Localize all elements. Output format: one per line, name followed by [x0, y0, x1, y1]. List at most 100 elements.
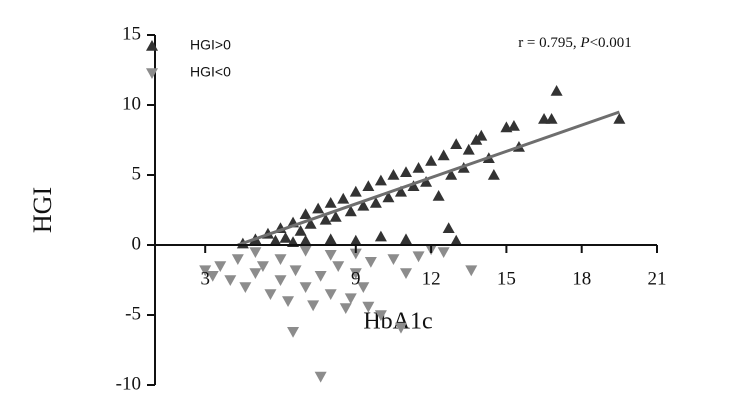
y-tick-label: 5	[132, 163, 142, 184]
data-point	[214, 261, 227, 272]
data-point	[349, 268, 362, 279]
annotation-part: P	[579, 35, 589, 51]
data-point	[369, 197, 382, 208]
y-tick-label: -5	[125, 303, 141, 324]
data-point	[312, 202, 325, 214]
annotation-part: <0.001	[590, 35, 632, 51]
data-point	[206, 271, 219, 282]
data-point	[287, 327, 300, 338]
data-point	[357, 199, 370, 211]
y-tick-label: 10	[122, 93, 141, 114]
data-point	[437, 149, 450, 161]
data-point	[282, 296, 295, 307]
data-point	[239, 282, 252, 293]
data-point	[450, 234, 463, 246]
annotation-part: r = 0.795,	[518, 35, 580, 51]
data-point	[400, 166, 412, 177]
x-tick-label: 15	[497, 268, 516, 289]
data-point	[324, 197, 337, 208]
data-point	[374, 230, 387, 242]
data-point	[412, 251, 425, 263]
legend-marker	[146, 68, 158, 79]
data-point	[382, 191, 395, 203]
data-point	[445, 169, 458, 180]
y-tick-label: -10	[116, 373, 141, 394]
x-tick-label: 3	[200, 268, 210, 289]
data-point	[304, 218, 317, 229]
data-point	[344, 293, 357, 305]
y-axis-label: HGI	[28, 187, 57, 233]
data-point	[613, 113, 626, 124]
data-point	[374, 174, 387, 186]
data-point	[432, 190, 445, 201]
data-point	[339, 303, 352, 314]
data-point	[362, 180, 375, 191]
data-point	[507, 120, 520, 131]
data-point	[249, 268, 262, 279]
data-point	[450, 138, 463, 149]
data-point	[425, 155, 438, 166]
data-point	[357, 282, 370, 293]
data-point	[387, 169, 400, 180]
data-point	[545, 113, 558, 124]
data-point	[332, 261, 345, 272]
data-point	[299, 282, 312, 293]
data-point	[550, 85, 563, 96]
data-point	[329, 211, 342, 222]
data-point	[337, 192, 350, 204]
data-point	[407, 180, 420, 191]
data-point	[374, 310, 387, 321]
x-tick-label: 9	[351, 268, 361, 289]
legend-marker	[146, 40, 158, 51]
data-point	[269, 234, 282, 246]
data-point	[199, 265, 212, 277]
data-point	[274, 254, 287, 265]
data-point	[412, 162, 425, 173]
legend-label: HGI<0	[190, 64, 231, 80]
data-point	[462, 143, 475, 155]
data-point	[475, 129, 488, 141]
x-tick-label: 12	[422, 268, 441, 289]
data-point	[394, 185, 407, 197]
data-point	[294, 225, 307, 236]
x-axis-label: HbA1c	[363, 309, 432, 335]
data-point	[420, 176, 433, 187]
data-point	[256, 261, 269, 272]
legend-label: HGI>0	[190, 37, 231, 53]
data-point	[487, 169, 500, 180]
data-point	[362, 301, 375, 313]
y-tick-label: 0	[132, 233, 142, 254]
data-point	[324, 250, 337, 261]
data-point	[349, 234, 362, 246]
data-point	[394, 322, 407, 334]
data-point	[249, 247, 262, 258]
data-point	[344, 205, 357, 217]
data-point	[349, 185, 362, 197]
data-point	[307, 300, 320, 312]
data-point	[314, 271, 327, 282]
data-point	[324, 289, 337, 300]
trend-line	[237, 110, 620, 247]
x-tick-label: 18	[572, 268, 591, 289]
data-point	[364, 257, 377, 268]
data-point	[299, 245, 312, 257]
data-point	[538, 113, 551, 124]
data-point	[324, 233, 337, 245]
data-point	[349, 248, 362, 260]
data-point	[400, 268, 412, 279]
data-point	[231, 254, 244, 265]
data-point	[319, 213, 332, 225]
annotation: r = 0.795, P<0.001	[518, 35, 632, 51]
data-point	[264, 289, 277, 300]
data-point	[465, 265, 478, 277]
x-tick-label: 21	[648, 268, 667, 289]
y-tick-label: 15	[122, 23, 141, 44]
data-point	[387, 254, 400, 265]
data-point	[224, 275, 237, 286]
data-point	[442, 222, 455, 233]
data-point	[299, 208, 312, 219]
data-point	[314, 371, 327, 383]
data-point	[400, 233, 412, 245]
data-point	[299, 234, 312, 246]
